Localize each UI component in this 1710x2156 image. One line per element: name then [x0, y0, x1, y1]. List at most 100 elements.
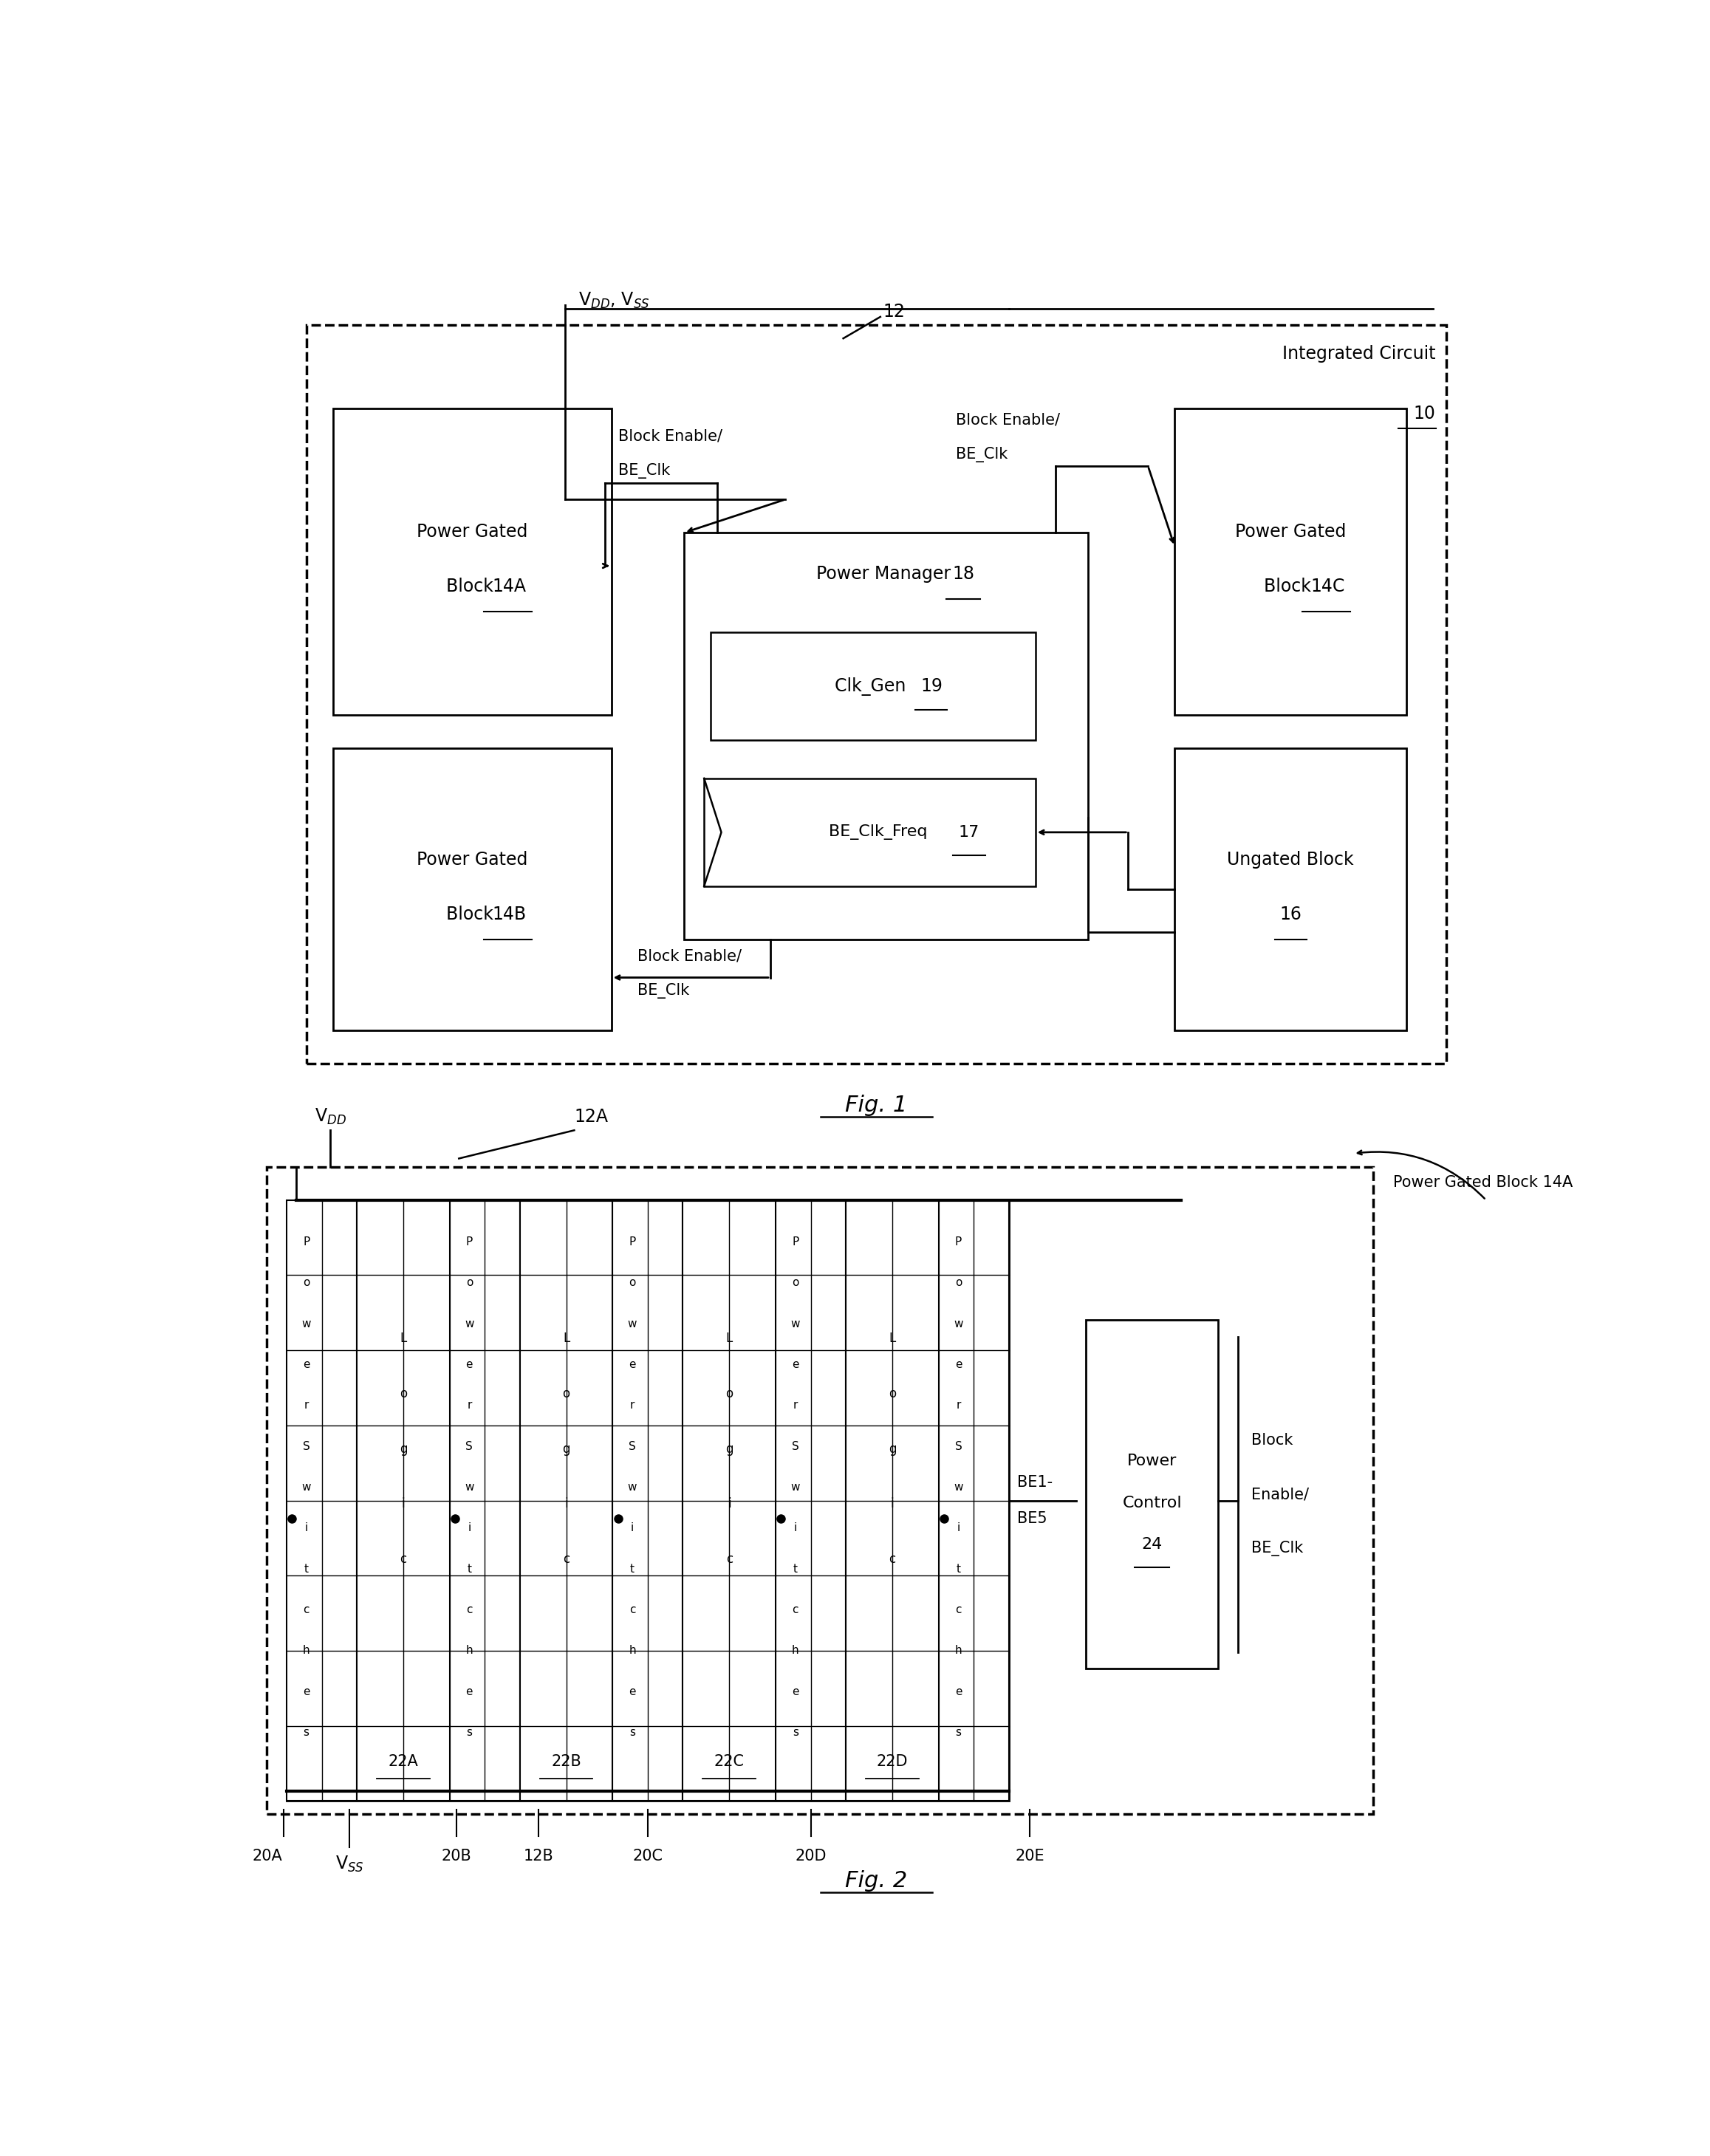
Text: t: t [467, 1563, 472, 1574]
Text: h: h [303, 1645, 310, 1656]
Text: i: i [793, 1522, 797, 1533]
Text: Fig. 1: Fig. 1 [845, 1095, 908, 1117]
Text: w: w [790, 1317, 800, 1330]
Text: 16: 16 [1279, 906, 1301, 923]
Bar [682, 1201, 776, 1800]
Text: o: o [725, 1386, 734, 1399]
Bar [939, 1201, 1009, 1800]
Text: 22C: 22C [715, 1755, 744, 1770]
Bar [520, 1201, 612, 1800]
Text: Clk_Gen: Clk_Gen [834, 677, 911, 696]
Text: Power Gated: Power Gated [417, 524, 528, 541]
Text: 20D: 20D [795, 1848, 826, 1863]
Text: Integrated Circuit: Integrated Circuit [1282, 345, 1436, 362]
Text: c: c [956, 1604, 961, 1615]
Text: o: o [629, 1276, 636, 1289]
Text: S: S [465, 1440, 474, 1451]
Text: P: P [954, 1238, 961, 1248]
Text: o: o [889, 1386, 896, 1399]
Bar [1175, 748, 1406, 1031]
Text: 12B: 12B [523, 1848, 554, 1863]
Text: r: r [956, 1399, 961, 1410]
Text: c: c [727, 1552, 732, 1565]
Text: V$_{SS}$: V$_{SS}$ [335, 1854, 364, 1874]
Text: s: s [467, 1727, 472, 1738]
Text: Power Gated: Power Gated [1235, 524, 1346, 541]
Text: Enable/: Enable/ [1252, 1488, 1310, 1503]
Text: Block: Block [446, 906, 499, 923]
Text: i: i [958, 1522, 959, 1533]
Text: Block: Block [1252, 1434, 1293, 1449]
Text: 22D: 22D [877, 1755, 908, 1770]
Text: P: P [629, 1238, 636, 1248]
Bar [357, 1201, 450, 1800]
Bar [1086, 1319, 1218, 1669]
Text: 20C: 20C [633, 1848, 663, 1863]
Text: P: P [465, 1238, 472, 1248]
Text: 20A: 20A [253, 1848, 282, 1863]
Text: e: e [465, 1686, 474, 1697]
Text: t: t [629, 1563, 634, 1574]
Text: g: g [725, 1442, 734, 1455]
Text: S: S [629, 1440, 636, 1451]
Text: h: h [629, 1645, 636, 1656]
Text: s: s [303, 1727, 310, 1738]
Bar [684, 533, 1088, 940]
Bar [776, 1201, 846, 1800]
Text: c: c [400, 1552, 407, 1565]
Text: V$_{DD}$, V$_{SS}$: V$_{DD}$, V$_{SS}$ [578, 291, 650, 310]
Text: w: w [628, 1317, 636, 1330]
Text: e: e [792, 1686, 799, 1697]
Text: BE5: BE5 [1017, 1511, 1047, 1526]
Bar [306, 326, 1447, 1063]
Text: 20E: 20E [1016, 1848, 1045, 1863]
Text: c: c [303, 1604, 310, 1615]
Text: 24: 24 [1142, 1537, 1163, 1552]
Text: t: t [793, 1563, 797, 1574]
Text: c: c [629, 1604, 636, 1615]
Text: e: e [629, 1686, 636, 1697]
Text: e: e [954, 1686, 961, 1697]
Bar [1175, 407, 1406, 716]
Text: P: P [792, 1238, 799, 1248]
Text: 14C: 14C [1310, 578, 1344, 595]
Text: w: w [465, 1317, 474, 1330]
Text: g: g [400, 1442, 407, 1455]
Text: w: w [628, 1481, 636, 1492]
Text: w: w [301, 1317, 311, 1330]
Text: 14B: 14B [492, 906, 527, 923]
Text: S: S [954, 1440, 963, 1451]
Text: w: w [301, 1481, 311, 1492]
Text: i: i [402, 1498, 405, 1511]
Text: w: w [954, 1481, 963, 1492]
Text: 22B: 22B [551, 1755, 581, 1770]
Text: L: L [563, 1332, 569, 1345]
Text: g: g [889, 1442, 896, 1455]
Text: 20B: 20B [441, 1848, 472, 1863]
Text: h: h [954, 1645, 963, 1656]
Text: i: i [727, 1498, 730, 1511]
Text: Power Gated: Power Gated [417, 852, 528, 869]
Bar [267, 1166, 1373, 1813]
Text: BE_Clk: BE_Clk [638, 983, 689, 998]
Text: t: t [956, 1563, 961, 1574]
Text: 17: 17 [959, 826, 980, 839]
Text: BE_Clk: BE_Clk [1252, 1542, 1303, 1557]
Text: Block Enable/: Block Enable/ [638, 949, 742, 964]
Text: e: e [303, 1358, 310, 1371]
Text: L: L [889, 1332, 896, 1345]
Text: 12: 12 [882, 304, 905, 321]
Text: r: r [629, 1399, 634, 1410]
Text: Ungated Block: Ungated Block [1228, 852, 1354, 869]
Text: c: c [467, 1604, 472, 1615]
Text: g: g [563, 1442, 569, 1455]
Bar [846, 1201, 939, 1800]
Text: s: s [956, 1727, 961, 1738]
Text: o: o [954, 1276, 961, 1289]
Text: w: w [465, 1481, 474, 1492]
Text: BE_Clk: BE_Clk [617, 464, 670, 479]
Text: Power Manager: Power Manager [816, 565, 956, 582]
Text: BE_Clk: BE_Clk [956, 446, 1007, 461]
Text: 14A: 14A [492, 578, 527, 595]
Text: Block: Block [1264, 578, 1317, 595]
